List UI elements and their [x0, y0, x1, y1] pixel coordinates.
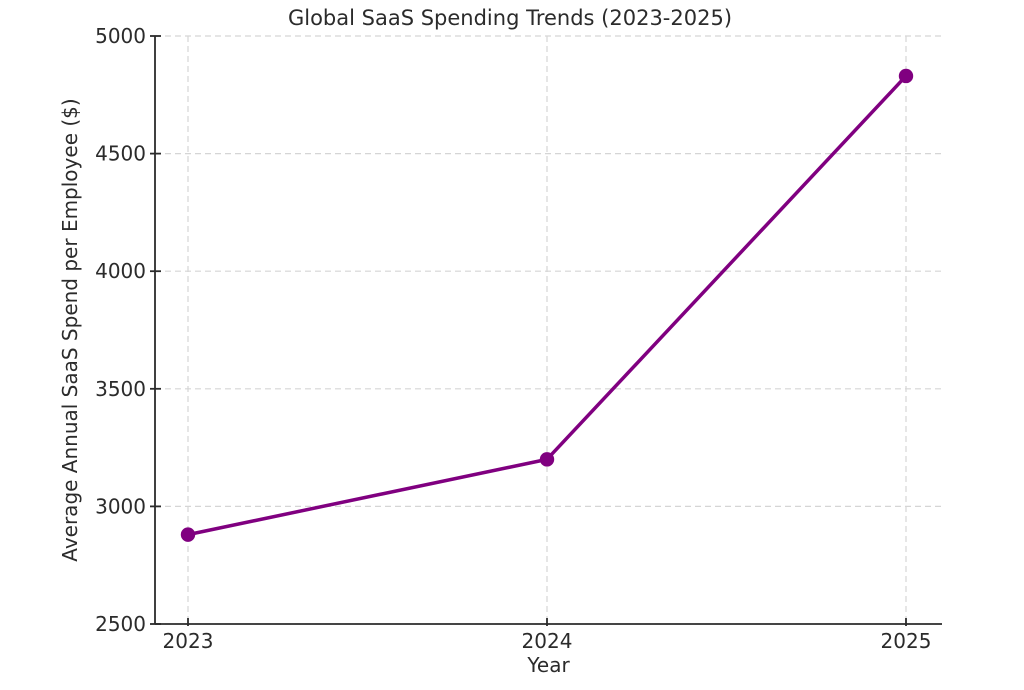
y-tick-label: 4500 [95, 142, 146, 166]
data-point-marker [898, 68, 914, 84]
x-tick-label: 2024 [522, 629, 573, 653]
y-tick-label: 3500 [95, 377, 146, 401]
x-axis-label: Year [527, 653, 570, 677]
x-tick-label: 2025 [881, 629, 932, 653]
data-point-marker [539, 452, 555, 467]
chart-title: Global SaaS Spending Trends (2023-2025) [287, 6, 733, 30]
x-tick-label: 2023 [163, 629, 214, 653]
y-tick-label: 3000 [95, 494, 146, 518]
y-tick-label: 2500 [95, 612, 146, 636]
y-tick-label: 5000 [95, 24, 146, 48]
data-point-marker [180, 527, 196, 542]
y-tick-label: 4000 [95, 259, 146, 283]
